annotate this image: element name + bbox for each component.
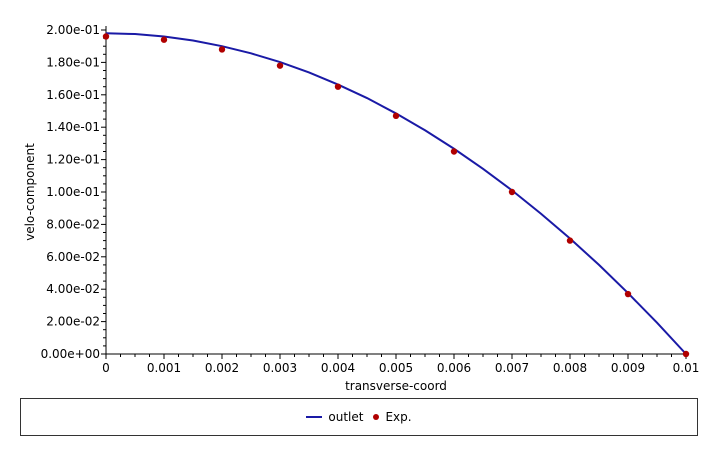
data-point-exp xyxy=(392,112,400,120)
x-tick-label: 0.01 xyxy=(673,361,700,375)
series-layer xyxy=(102,32,690,358)
legend-item-exp: Exp. xyxy=(373,410,412,424)
x-tick-label: 0.007 xyxy=(495,361,529,375)
legend-line-swatch xyxy=(306,416,323,418)
x-tick-label: 0.001 xyxy=(147,361,181,375)
legend-label-outlet: outlet xyxy=(328,410,364,424)
data-point-exp xyxy=(218,46,226,53)
data-point-exp xyxy=(624,290,632,298)
x-tick-label: 0.002 xyxy=(205,361,239,375)
x-tick-label: 0.005 xyxy=(379,361,413,375)
y-tick-label: 6.00e-02 xyxy=(46,250,100,264)
legend-label-exp: Exp. xyxy=(385,410,412,424)
x-axis: 0 0.001 0.002 0.003 0.004 0.005 0.006 0.007 0.00… xyxy=(102,353,700,375)
data-point-exp xyxy=(508,188,516,196)
y-tick-label: 1.60e-01 xyxy=(46,88,100,102)
legend-item-outlet: outlet xyxy=(306,410,363,424)
data-point-exp xyxy=(566,237,574,244)
y-axis-title: velo-component xyxy=(23,143,37,241)
y-tick-label: 2.00e-02 xyxy=(46,315,100,329)
x-tick-label: 0.004 xyxy=(321,361,355,375)
data-point-exp xyxy=(276,62,284,69)
series-line-outlet xyxy=(105,32,687,355)
data-point-exp xyxy=(102,33,110,40)
x-axis-title: transverse-coord xyxy=(345,379,447,393)
y-tick-label: 1.80e-01 xyxy=(46,55,100,69)
data-point-exp xyxy=(334,83,342,90)
y-tick-label: 8.00e-02 xyxy=(46,217,100,231)
x-tick-label: 0.008 xyxy=(553,361,587,375)
y-tick-label: 1.20e-01 xyxy=(46,153,100,167)
x-tick-label: 0 xyxy=(102,361,110,375)
chart-plot: 0.00e+00 2.00e-02 4.00e-02 6.00e-02 8.00e-02… xyxy=(23,23,700,393)
data-point-exp xyxy=(682,350,690,358)
y-tick-label: 4.00e-02 xyxy=(46,282,100,296)
y-tick-label: 2.00e-01 xyxy=(46,23,100,37)
legend-dot-swatch xyxy=(373,414,380,420)
data-point-exp xyxy=(160,36,168,43)
data-point-exp xyxy=(450,148,458,155)
y-tick-label: 1.40e-01 xyxy=(46,120,100,134)
y-axis: 0.00e+00 2.00e-02 4.00e-02 6.00e-02 8.00e-02… xyxy=(41,23,107,361)
y-tick-label: 0.00e+00 xyxy=(41,347,100,361)
x-tick-label: 0.003 xyxy=(263,361,297,375)
legend: outlet Exp. xyxy=(20,398,698,436)
x-tick-label: 0.006 xyxy=(437,361,471,375)
y-tick-label: 1.00e-01 xyxy=(46,185,100,199)
x-tick-label: 0.009 xyxy=(611,361,645,375)
